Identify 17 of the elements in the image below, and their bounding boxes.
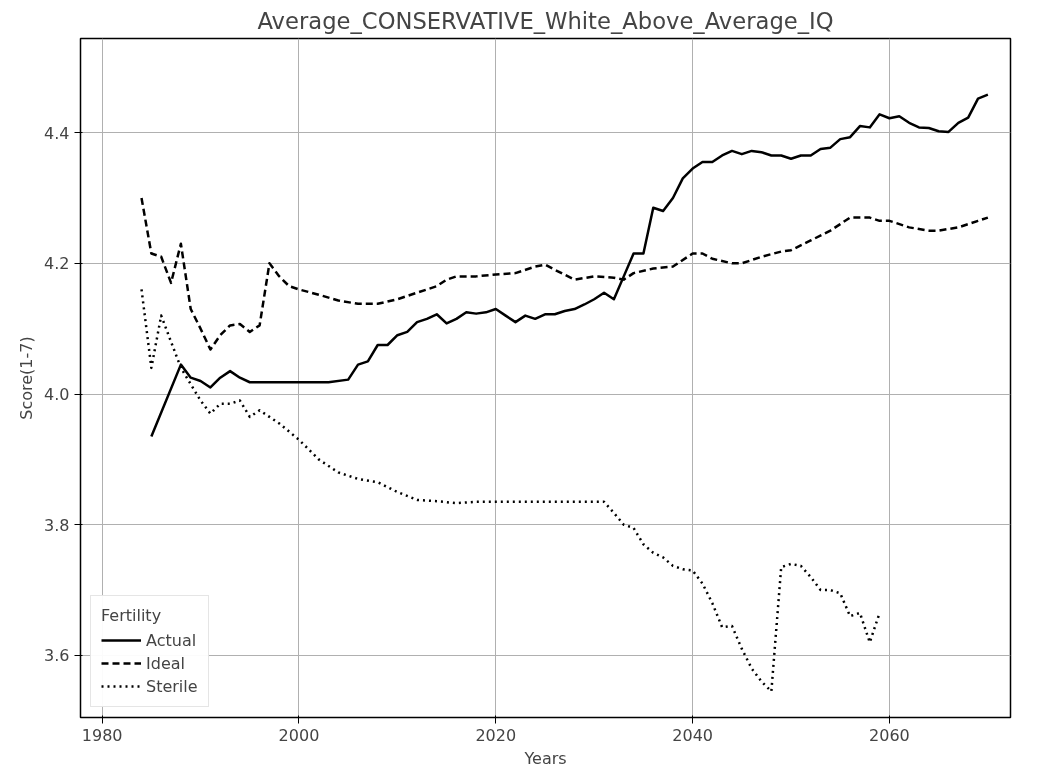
y-tick-label: 4.4 [44,123,70,143]
legend-label: Sterile [146,676,198,696]
legend-label: Ideal [146,653,185,673]
legend-label: Actual [146,630,197,650]
y-tick-label: 4.2 [44,254,70,274]
x-tick-label: 2060 [869,725,910,745]
x-axis-title: Years [523,748,567,768]
x-tick-label: 1980 [81,725,123,745]
y-tick-label: 3.8 [44,515,70,535]
y-tick-label: 4.0 [44,385,70,405]
x-tick-label: 2000 [278,725,320,745]
x-tick-label: 2020 [475,725,517,745]
legend-title: Fertility [101,606,163,625]
x-tick-label: 2040 [672,725,713,745]
chart-title: Average_CONSERVATIVE_White_Above_Average_IQ [257,7,834,34]
y-tick-label: 3.6 [44,646,70,666]
y-axis-title: Score(1-7) [17,336,37,420]
